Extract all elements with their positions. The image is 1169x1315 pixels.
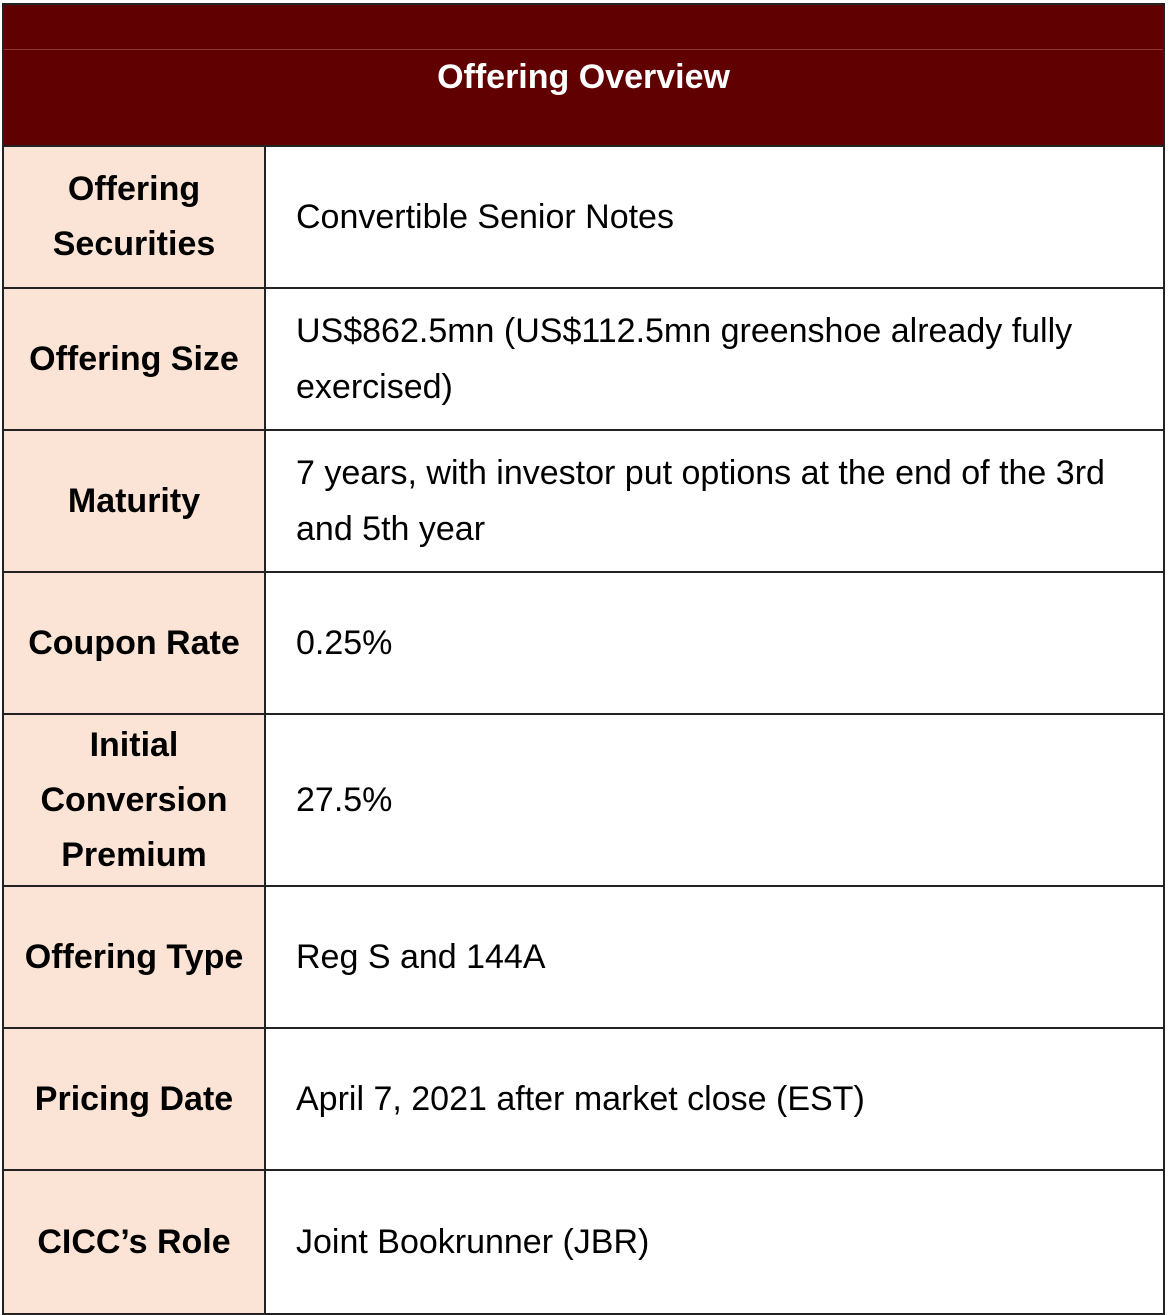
row-label: Pricing Date bbox=[4, 1029, 266, 1169]
offering-overview-table: Offering Overview Offering Securities Co… bbox=[2, 3, 1165, 1315]
row-value: April 7, 2021 after market close (EST) bbox=[296, 1080, 865, 1118]
table-row: Pricing Date April 7, 2021 after market … bbox=[4, 1029, 1163, 1171]
row-label: Offering Securities bbox=[4, 147, 266, 287]
row-label: Offering Type bbox=[4, 887, 266, 1027]
table-row: Coupon Rate 0.25% bbox=[4, 573, 1163, 715]
row-label: Offering Size bbox=[4, 289, 266, 429]
row-value: Convertible Senior Notes bbox=[296, 198, 674, 236]
row-value: 0.25% bbox=[296, 624, 393, 662]
table-header: Offering Overview bbox=[4, 5, 1163, 147]
table-row: Maturity 7 years, with investor put opti… bbox=[4, 431, 1163, 573]
table-row: Offering Type Reg S and 144A bbox=[4, 887, 1163, 1029]
row-value: 7 years, with investor put options at th… bbox=[296, 454, 1105, 548]
table-title: Offering Overview bbox=[437, 57, 730, 96]
row-value: Reg S and 144A bbox=[296, 938, 546, 976]
row-label: Coupon Rate bbox=[4, 573, 266, 713]
row-value: 27.5% bbox=[296, 781, 393, 819]
row-value: Joint Bookrunner (JBR) bbox=[296, 1223, 650, 1261]
table-row: Offering Size US$862.5mn (US$112.5mn gre… bbox=[4, 289, 1163, 431]
table-row: Initial Conversion Premium 27.5% bbox=[4, 715, 1163, 887]
row-label: Initial Conversion Premium bbox=[4, 715, 266, 885]
table-row: Offering Securities Convertible Senior N… bbox=[4, 147, 1163, 289]
row-value: US$862.5mn (US$112.5mn greenshoe already… bbox=[296, 312, 1073, 406]
table-row: CICC’s Role Joint Bookrunner (JBR) bbox=[4, 1171, 1163, 1313]
row-label: CICC’s Role bbox=[4, 1171, 266, 1313]
row-label: Maturity bbox=[4, 431, 266, 571]
